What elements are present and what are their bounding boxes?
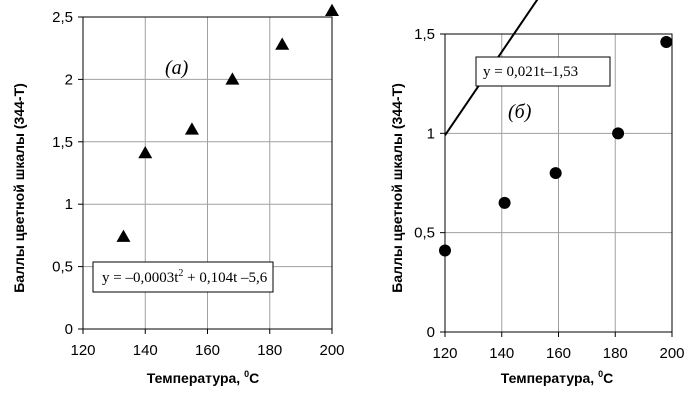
chart-b-xticks: 120 140 160 180 200 <box>432 332 685 362</box>
chart-a-ytick-label: 2 <box>65 71 73 88</box>
chart-a-xlabel: Температура, 0C <box>147 369 259 386</box>
chart-b-equation-box <box>475 56 611 87</box>
chart-b-xlabel-unit: C <box>603 370 613 386</box>
chart-a-ytick-label: 1 <box>65 196 73 213</box>
chart-a-equation-main: y = –0,0003t <box>102 270 179 286</box>
chart-b-points <box>439 35 673 257</box>
chart-b-point <box>498 196 511 209</box>
chart-b-xlabel-sup: 0 <box>598 369 603 379</box>
chart-a-point <box>275 37 290 50</box>
chart-a-ylabel: Баллы цветной шкалы (344-Т) <box>11 83 27 293</box>
chart-b: Баллы цветной шкалы (344-Т) 0 0,5 1 1,5 120… <box>389 0 685 386</box>
chart-a: Баллы цветной шкалы (344-Т) 0 0,5 1 1,5 2 2,5… <box>11 3 345 386</box>
chart-a-xtick-label: 160 <box>195 342 220 359</box>
chart-a-point <box>138 146 153 159</box>
chart-b-yticks: 0 0,5 1 1,5 <box>414 26 445 341</box>
chart-a-ytick-label: 0 <box>65 321 73 338</box>
chart-a-point <box>184 122 199 135</box>
chart-b-xtick-label: 120 <box>432 345 457 362</box>
chart-b-xtick-label: 180 <box>603 345 628 362</box>
chart-b-point <box>660 35 673 48</box>
chart-a-xtick-label: 140 <box>133 342 158 359</box>
chart-a-xtick-label: 120 <box>70 342 95 359</box>
chart-a-panel-label: (а) <box>165 57 189 79</box>
chart-b-xtick-label: 160 <box>546 345 571 362</box>
chart-b-point <box>549 167 562 180</box>
chart-a-points <box>116 3 339 242</box>
chart-a-ytick-label: 0,5 <box>52 259 73 276</box>
chart-b-xlabel-main: Температура, <box>501 370 598 386</box>
chart-b-equation: y = 0,021t–1,53 <box>483 64 578 80</box>
chart-a-equation: y = –0,0003t2 + 0,104t –5,6 <box>102 268 268 286</box>
chart-a-equation-exponent: 2 <box>178 268 183 279</box>
chart-b-ylabel: Баллы цветной шкалы (344-Т) <box>389 83 405 293</box>
chart-a-xtick-label: 180 <box>257 342 282 359</box>
chart-a-point <box>116 229 131 242</box>
chart-b-ytick-label: 1 <box>427 125 435 142</box>
chart-a-point <box>225 72 240 85</box>
chart-a-xlabel-main: Температура, <box>147 370 244 386</box>
chart-b-xlabel: Температура, 0C <box>501 369 613 386</box>
chart-b-xtick-label: 200 <box>659 345 684 362</box>
chart-b-point <box>439 244 451 257</box>
chart-a-equation-box <box>92 261 274 293</box>
chart-b-ytick-label: 0 <box>427 324 435 341</box>
chart-a-xlabel-unit: C <box>249 370 259 386</box>
chart-b-point <box>612 127 625 140</box>
chart-a-xtick-label: 200 <box>319 342 344 359</box>
chart-a-point <box>325 3 339 17</box>
chart-b-ytick-label: 0,5 <box>414 225 435 242</box>
chart-a-equation-rest: + 0,104t –5,6 <box>183 270 267 286</box>
chart-a-xticks: 120 140 160 180 200 <box>70 329 345 359</box>
chart-a-yticks: 0 0,5 1 1,5 2 2,5 <box>52 9 83 338</box>
chart-b-ytick-label: 1,5 <box>414 26 435 43</box>
chart-a-ytick-label: 1,5 <box>52 134 73 151</box>
chart-a-frame <box>82 16 333 330</box>
chart-b-frame <box>444 33 673 333</box>
chart-a-xlabel-sup: 0 <box>244 369 249 379</box>
chart-a-ytick-label: 2,5 <box>52 9 73 26</box>
chart-b-panel-label: (б) <box>508 101 532 123</box>
chart-b-xtick-label: 140 <box>489 345 514 362</box>
